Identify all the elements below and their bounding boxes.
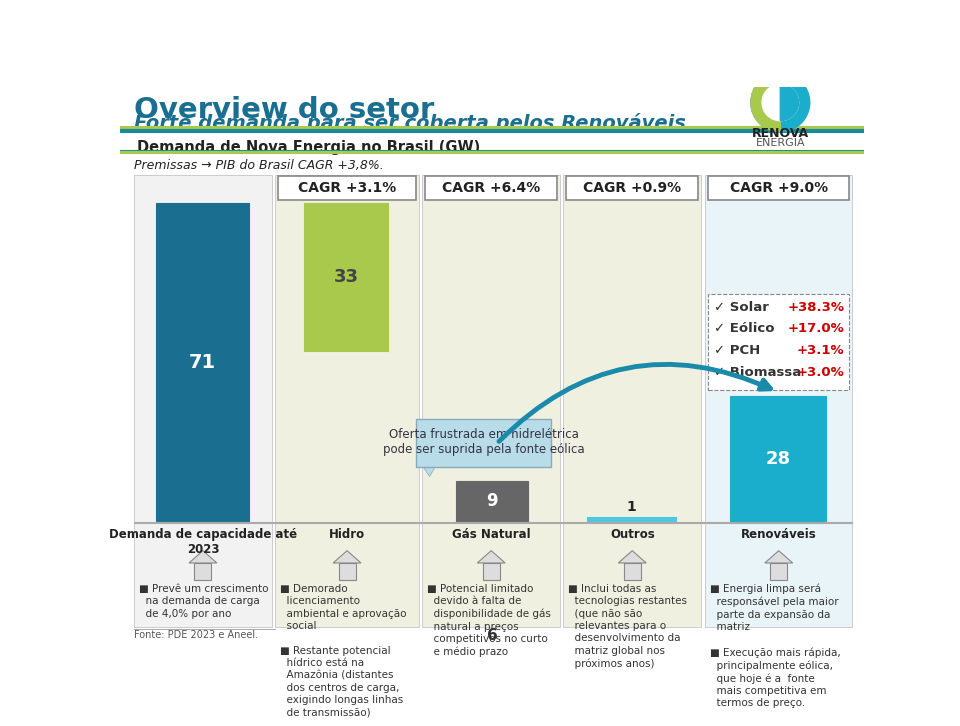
Text: Oferta frustrada em hidrelétrica
pode ser suprida pela fonte eólica: Oferta frustrada em hidrelétrica pode se…	[383, 428, 585, 456]
FancyArrowPatch shape	[499, 364, 771, 441]
Text: Gás Natural: Gás Natural	[452, 528, 531, 541]
Text: 33: 33	[334, 269, 359, 286]
Circle shape	[762, 84, 799, 121]
Text: ✓ Biomassa: ✓ Biomassa	[714, 366, 802, 379]
FancyBboxPatch shape	[564, 175, 701, 627]
Text: +3.1%: +3.1%	[797, 344, 845, 357]
Text: CAGR +3.1%: CAGR +3.1%	[298, 181, 396, 195]
Text: ✓ Eólico: ✓ Eólico	[714, 322, 775, 335]
Text: ✓ Solar: ✓ Solar	[714, 301, 769, 314]
Text: 9: 9	[486, 492, 498, 510]
FancyBboxPatch shape	[134, 522, 852, 523]
Text: Forte demanda para ser coberta pelos Renováveis: Forte demanda para ser coberta pelos Ren…	[134, 113, 685, 134]
FancyBboxPatch shape	[304, 203, 388, 351]
Text: ■ Potencial limitado
  devido à falta de
  disponibilidade de gás
  natural a pr: ■ Potencial limitado devido à falta de d…	[427, 584, 551, 657]
FancyBboxPatch shape	[706, 175, 852, 627]
Polygon shape	[477, 550, 505, 563]
Text: ENERGIA: ENERGIA	[756, 137, 805, 147]
Text: +38.3%: +38.3%	[787, 301, 845, 314]
FancyBboxPatch shape	[416, 420, 551, 468]
Text: +17.0%: +17.0%	[788, 322, 845, 335]
Text: Fonte: PDE 2023 e Aneel.: Fonte: PDE 2023 e Aneel.	[134, 630, 258, 640]
FancyBboxPatch shape	[134, 175, 272, 627]
FancyBboxPatch shape	[156, 203, 249, 521]
Text: CAGR +0.9%: CAGR +0.9%	[584, 181, 682, 195]
Text: ✓ PCH: ✓ PCH	[714, 344, 760, 357]
Text: Hidro: Hidro	[329, 528, 365, 541]
Text: Overview do setor: Overview do setor	[134, 97, 434, 124]
Text: CAGR +9.0%: CAGR +9.0%	[730, 181, 828, 195]
Circle shape	[751, 73, 809, 132]
FancyBboxPatch shape	[278, 176, 416, 200]
Text: RENOVA: RENOVA	[752, 127, 809, 140]
Text: Outros: Outros	[610, 528, 655, 541]
FancyBboxPatch shape	[587, 517, 676, 521]
FancyBboxPatch shape	[566, 176, 698, 200]
FancyBboxPatch shape	[120, 629, 864, 646]
Polygon shape	[333, 550, 361, 563]
Polygon shape	[618, 550, 646, 563]
Text: Demanda de capacidade até
2023: Demanda de capacidade até 2023	[108, 528, 297, 555]
FancyBboxPatch shape	[275, 175, 420, 627]
Text: 28: 28	[765, 449, 790, 468]
FancyBboxPatch shape	[708, 293, 850, 390]
FancyBboxPatch shape	[339, 563, 355, 580]
FancyBboxPatch shape	[456, 481, 528, 521]
FancyBboxPatch shape	[422, 175, 561, 627]
FancyBboxPatch shape	[120, 126, 864, 129]
FancyBboxPatch shape	[708, 176, 850, 200]
Text: 6: 6	[487, 628, 497, 643]
Text: ■ Demorado
  licenciamento
  ambiental e aprovação
  social

■ Restante potencia: ■ Demorado licenciamento ambiental e apr…	[279, 584, 406, 718]
FancyBboxPatch shape	[425, 176, 557, 200]
Text: ■ Inclui todas as
  tecnologias restantes
  (que não são
  relevantes para o
  d: ■ Inclui todas as tecnologias restantes …	[568, 584, 687, 669]
Text: ■ Prevê um crescimento
  na demanda de carga
  de 4,0% por ano: ■ Prevê um crescimento na demanda de car…	[138, 584, 268, 619]
FancyBboxPatch shape	[483, 563, 500, 580]
Polygon shape	[189, 550, 217, 563]
Text: CAGR +6.4%: CAGR +6.4%	[443, 181, 540, 195]
FancyBboxPatch shape	[194, 563, 211, 580]
Text: 71: 71	[188, 353, 216, 372]
FancyBboxPatch shape	[730, 396, 826, 521]
FancyBboxPatch shape	[624, 563, 641, 580]
Polygon shape	[423, 468, 435, 476]
Wedge shape	[751, 73, 780, 132]
FancyBboxPatch shape	[770, 563, 787, 580]
FancyBboxPatch shape	[120, 150, 864, 151]
Wedge shape	[780, 84, 799, 121]
Text: Renováveis: Renováveis	[741, 528, 817, 541]
Text: 1: 1	[626, 500, 636, 515]
FancyBboxPatch shape	[120, 129, 864, 132]
Text: +3.0%: +3.0%	[797, 366, 845, 379]
Text: Demanda de Nova Energia no Brasil (GW): Demanda de Nova Energia no Brasil (GW)	[137, 140, 480, 155]
Polygon shape	[765, 550, 793, 563]
Text: ■ Energia limpa será
  responsável pela maior
  parte da expansão da
  matriz

■: ■ Energia limpa será responsável pela ma…	[709, 584, 841, 709]
Text: Premissas → PIB do Brasil CAGR +3,8%.: Premissas → PIB do Brasil CAGR +3,8%.	[134, 160, 384, 173]
